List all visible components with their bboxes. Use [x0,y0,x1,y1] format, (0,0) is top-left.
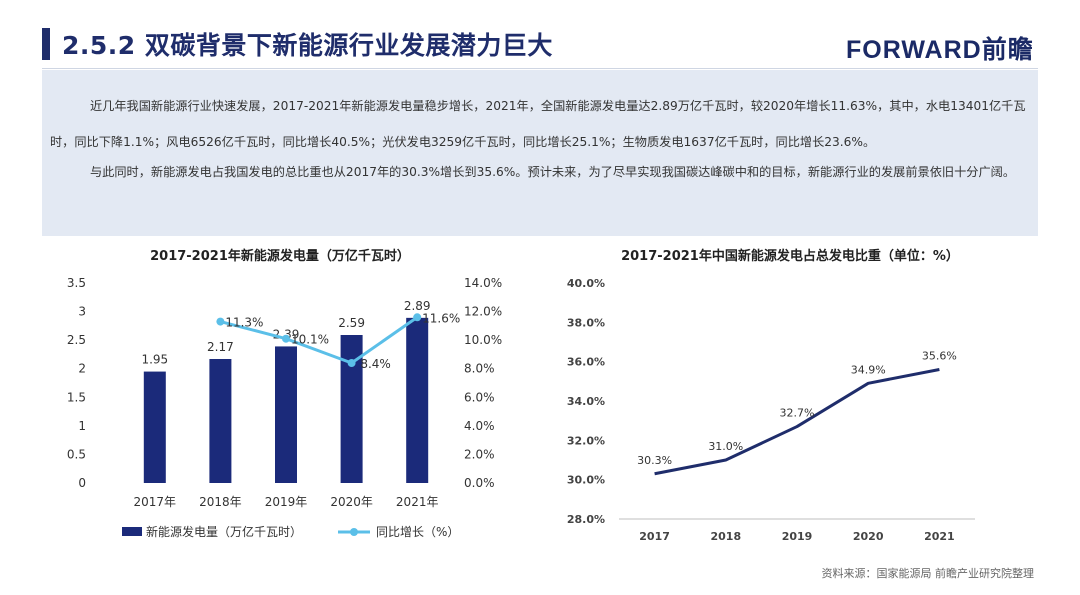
legend-line-label: 同比增长（%） [376,525,459,539]
legend-line-marker [350,528,358,536]
chart-title: 2017-2021年中国新能源发电占总发电比重（单位：%） [621,248,959,264]
left-axis-tick-label: 2 [78,362,86,376]
x-axis-label: 2017 [639,530,670,543]
bar [143,371,166,483]
y-axis-tick-label: 38.0% [567,316,605,329]
y-axis-tick-label: 28.0% [567,513,605,526]
bar-data-label: 2.59 [338,316,365,330]
y-axis-tick-label: 30.0% [567,474,605,487]
bar [209,359,232,483]
share-data-label: 30.3% [637,454,672,467]
share-data-label: 35.6% [922,350,957,363]
growth-point [347,359,356,367]
growth-data-label: 8.4% [360,357,391,371]
y-axis-tick-label: 40.0% [567,277,605,290]
x-axis-label: 2019年 [265,495,308,509]
x-axis-label: 2021 [924,530,955,543]
growth-point [216,317,225,326]
left-axis-tick-label: 3.5 [67,276,86,290]
left-axis-tick-label: 0.5 [67,447,86,461]
bar [340,335,363,483]
growth-point [282,334,290,343]
x-axis-label: 2021年 [396,495,439,509]
x-axis-label: 2020 [853,530,884,543]
bar-data-label: 2.89 [404,299,431,313]
x-axis-label: 2019 [782,530,813,543]
legend-bar-label: 新能源发电量（万亿千瓦时） [146,524,302,539]
right-axis-tick-label: 0.0% [464,476,495,490]
right-axis-tick-label: 10.0% [464,333,502,347]
right-axis-tick-label: 14.0% [464,276,502,290]
chart-title: 2017-2021年新能源发电量（万亿千瓦时） [150,248,410,264]
share-chart: 2017-2021年中国新能源发电占总发电比重（单位：%） 28.0% 30.0%… [567,248,975,543]
legend-bar-swatch [122,527,142,536]
summary-panel [42,70,1038,236]
share-data-label: 31.0% [708,440,743,453]
page-title: 2.5.2 双碳背景下新能源行业发展潜力巨大 [62,31,553,60]
share-data-label: 32.7% [780,407,815,420]
right-axis-tick-label: 8.0% [464,362,495,376]
right-axis-tick-label: 4.0% [464,419,495,433]
summary-paragraph-2: 与此同时，新能源发电占我国发电的总比重也从2017年的30.3%增长到35.6%… [90,165,1016,179]
y-axis-tick-label: 36.0% [567,356,605,369]
brand-logo: FORWARD前瞻 [846,36,1034,64]
bar [406,317,429,483]
left-axis-tick-label: 1.5 [67,390,86,404]
x-axis-label: 2018年 [199,495,242,509]
growth-data-label: 11.6% [422,311,460,325]
growth-point [413,313,422,322]
generation-chart: 2017-2021年新能源发电量（万亿千瓦时） 0 0.5 1 1.5 2 2.5 3 3.5… [67,248,502,539]
left-axis-tick-label: 1 [78,419,86,433]
right-axis-tick-label: 6.0% [464,390,495,404]
share-data-label: 34.9% [851,363,886,376]
source-note: 资料来源：国家能源局 前瞻产业研究院整理 [821,567,1035,580]
share-line [654,368,940,476]
summary-paragraph-1: 近几年我国新能源行业快速发展，2017-2021年新能源发电量稳步增长，2021… [50,99,1026,149]
bar [275,346,297,483]
growth-data-label: 11.3% [225,316,263,330]
header-divider [42,68,1038,69]
y-axis-tick-label: 32.0% [567,434,605,447]
y-axis-tick-label: 34.0% [567,395,605,408]
left-axis-tick-label: 0 [78,476,86,490]
growth-data-label: 10.1% [291,333,329,347]
growth-line [220,316,419,365]
x-axis-label: 2017年 [134,495,177,509]
bar-data-label: 1.95 [141,353,168,367]
left-axis-tick-label: 2.5 [67,333,86,347]
bar-data-label: 2.17 [207,340,234,354]
x-axis-label: 2018 [710,530,741,543]
right-axis-tick-label: 12.0% [464,305,502,319]
left-axis-tick-label: 3 [78,305,86,319]
title-accent-bar [42,28,50,60]
right-axis-tick-label: 2.0% [464,447,495,461]
x-axis-label: 2020年 [330,495,373,509]
